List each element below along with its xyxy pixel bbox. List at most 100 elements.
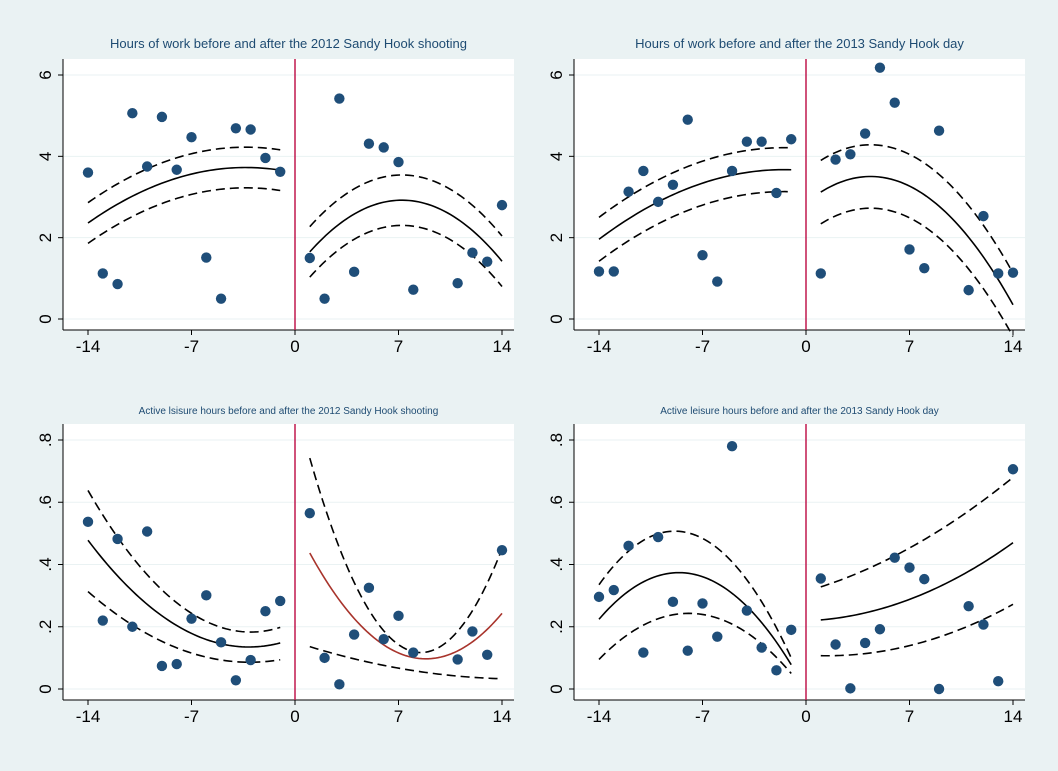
- data-point: [652, 531, 664, 543]
- data-point: [741, 605, 753, 616]
- chart-title: Hours of work before and after the 2012 …: [110, 36, 467, 51]
- data-point: [482, 256, 493, 267]
- data-point: [230, 675, 242, 686]
- data-point: [682, 114, 693, 125]
- data-point: [141, 161, 153, 172]
- data-point: [452, 654, 463, 665]
- data-point: [978, 619, 989, 630]
- x-tick-label: -7: [695, 707, 710, 726]
- x-tick-label: 0: [801, 337, 810, 356]
- fit-line: [820, 542, 1014, 621]
- y-tick-label: 0: [36, 684, 55, 693]
- x-tick-label: 0: [290, 707, 299, 726]
- data-point: [334, 93, 345, 104]
- y-tick-label: 6: [36, 70, 55, 79]
- data-point: [889, 97, 900, 108]
- data-point: [933, 683, 945, 695]
- data-point: [697, 249, 708, 261]
- data-point: [845, 683, 856, 694]
- data-point: [97, 268, 108, 279]
- data-point: [933, 125, 945, 136]
- data-point: [260, 605, 271, 617]
- y-tick-label: .6: [547, 495, 566, 509]
- ci-lower-line: [598, 190, 792, 262]
- data-point: [859, 128, 871, 139]
- fit-line: [309, 552, 503, 660]
- data-point: [815, 268, 826, 279]
- y-tick-label: .6: [36, 495, 55, 509]
- data-point: [467, 626, 478, 637]
- x-tick-label: -7: [695, 337, 710, 356]
- data-point: [593, 266, 605, 277]
- data-point: [245, 654, 256, 666]
- data-point: [1007, 464, 1019, 475]
- data-point: [712, 631, 723, 642]
- data-point: [682, 645, 693, 656]
- x-tick-label: 7: [905, 337, 914, 356]
- data-point: [275, 595, 286, 607]
- data-point: [141, 526, 153, 537]
- data-point: [496, 544, 508, 556]
- data-point: [97, 615, 108, 626]
- data-point: [408, 284, 419, 295]
- x-tick-label: 0: [801, 707, 810, 726]
- data-point: [993, 268, 1004, 279]
- ci-lower-line: [820, 603, 1014, 657]
- data-point: [363, 582, 375, 594]
- data-point: [786, 134, 797, 145]
- data-point: [348, 629, 360, 640]
- data-point: [112, 278, 123, 290]
- data-point: [623, 186, 634, 197]
- data-point: [904, 562, 915, 573]
- data-point: [127, 108, 138, 119]
- ci-upper-line: [820, 143, 1014, 274]
- data-point: [496, 199, 508, 211]
- fit-line: [309, 199, 503, 262]
- data-point: [845, 149, 856, 160]
- data-point: [201, 590, 212, 601]
- data-point: [393, 610, 404, 622]
- y-tick-label: .8: [36, 433, 55, 447]
- data-point: [786, 624, 797, 636]
- y-tick-label: .2: [36, 620, 55, 634]
- x-tick-label: 14: [493, 337, 512, 356]
- x-tick-label: 14: [1004, 337, 1023, 356]
- data-point: [638, 647, 649, 658]
- data-point: [608, 584, 619, 596]
- data-point: [215, 293, 227, 304]
- plot-area: [574, 424, 1025, 700]
- data-point: [667, 596, 679, 608]
- x-tick-label: 14: [1004, 707, 1023, 726]
- data-point: [215, 637, 227, 648]
- y-tick-label: .2: [547, 620, 566, 634]
- data-point: [378, 142, 389, 153]
- data-point: [334, 679, 345, 690]
- chart-panel-2: Hours of work before and after the 2013 …: [547, 36, 1025, 356]
- x-tick-label: -14: [76, 337, 101, 356]
- data-point: [712, 276, 723, 287]
- ci-upper-line: [309, 174, 503, 237]
- data-point: [771, 665, 782, 676]
- data-point: [186, 132, 197, 143]
- data-point: [245, 124, 256, 135]
- x-tick-label: 7: [394, 707, 403, 726]
- data-point: [363, 138, 375, 149]
- data-point: [919, 573, 930, 585]
- data-point: [452, 278, 463, 289]
- ci-upper-line: [598, 146, 792, 218]
- data-point: [378, 634, 389, 645]
- data-point: [112, 533, 123, 545]
- y-tick-label: 4: [547, 152, 566, 161]
- x-tick-label: -7: [184, 707, 199, 726]
- chart-panel-4: Active leisure hours before and after th…: [547, 406, 1025, 726]
- x-tick-label: -14: [587, 337, 612, 356]
- x-tick-label: -14: [76, 707, 101, 726]
- ci-lower-line: [87, 590, 281, 664]
- data-point: [667, 179, 679, 190]
- y-tick-label: .4: [36, 557, 55, 571]
- data-point: [726, 441, 738, 452]
- ci-lower-line: [820, 207, 1014, 337]
- fit-line: [598, 168, 792, 240]
- data-point: [467, 247, 478, 258]
- plot-area: [574, 59, 1025, 330]
